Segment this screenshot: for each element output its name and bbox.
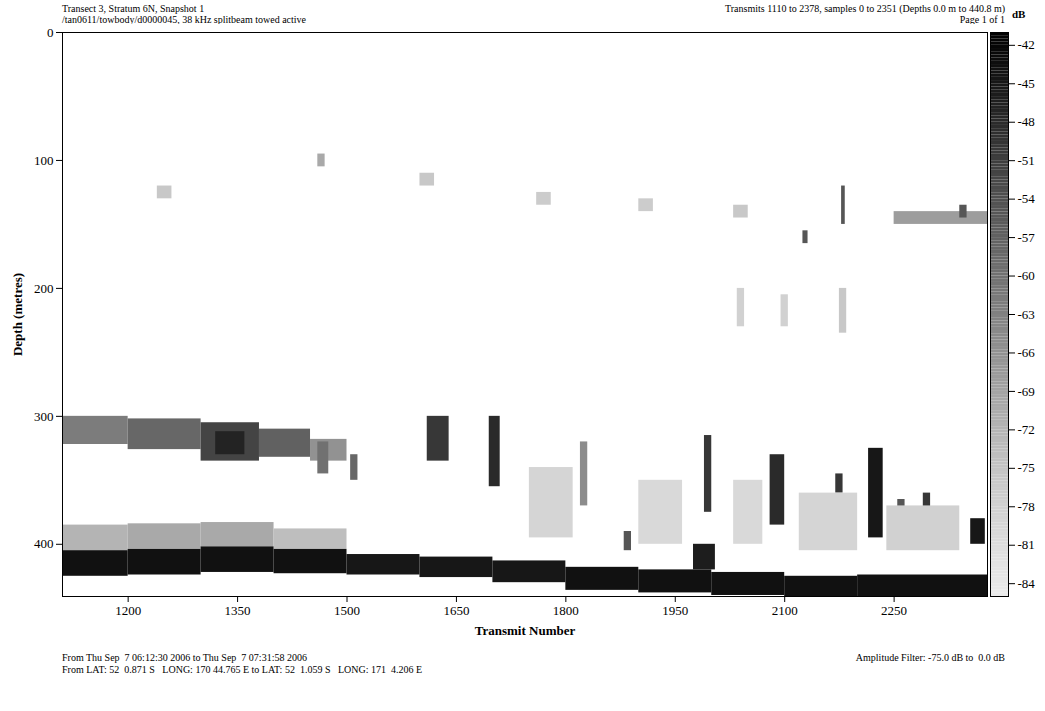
svg-text:100: 100 [34,153,54,168]
svg-text:1350: 1350 [225,603,251,618]
svg-text:-42: -42 [1018,37,1035,52]
svg-text:Depth (metres): Depth (metres) [10,273,25,356]
svg-text:-81: -81 [1018,537,1035,552]
svg-text:-84: -84 [1018,576,1036,591]
html-text:dB: dB [1012,8,1026,20]
svg-text:400: 400 [34,536,54,551]
svg-text:-72: -72 [1018,422,1035,437]
svg-text:-45: -45 [1018,76,1035,91]
html-text:/tan0611/towbody/d0000045, 38: /tan0611/towbody/d0000045, 38 kHz splitb… [62,14,306,25]
svg-text:-63: -63 [1018,307,1035,322]
svg-text:-51: -51 [1018,153,1035,168]
svg-text:-75: -75 [1018,460,1035,475]
html-text:Transect 3, Stratum 6N, Snapsh: Transect 3, Stratum 6N, Snapshot 1 [62,3,205,14]
html-text:From Thu Sep 7 06:12:30 2006 t: From Thu Sep 7 06:12:30 2006 to Thu Sep … [62,652,307,663]
svg-text:300: 300 [34,409,54,424]
html-text:Transmits 1110 to 2378, sample: Transmits 1110 to 2378, samples 0 to 235… [725,3,1005,14]
html-text:Amplitude Filter: -75.0 dB to: Amplitude Filter: -75.0 dB to 0.0 dB [855,652,1005,663]
svg-text:-54: -54 [1018,191,1036,206]
svg-text:-69: -69 [1018,384,1035,399]
svg-text:1650: 1650 [443,603,469,618]
svg-text:-48: -48 [1018,114,1035,129]
svg-text:1200: 1200 [115,603,141,618]
svg-text:1500: 1500 [334,603,360,618]
svg-text:-78: -78 [1018,499,1035,514]
svg-text:1800: 1800 [553,603,579,618]
svg-text:Transmit Number: Transmit Number [475,623,576,638]
html-text:Page 1 of 1: Page 1 of 1 [959,14,1005,25]
html-text:From LAT: 52 0.871 S LONG: 170: From LAT: 52 0.871 S LONG: 170 44.765 E … [62,664,423,675]
svg-text:2250: 2250 [881,603,907,618]
svg-text:2100: 2100 [772,603,798,618]
svg-text:-57: -57 [1018,230,1036,245]
svg-text:-60: -60 [1018,268,1035,283]
svg-text:1950: 1950 [662,603,688,618]
svg-text:-66: -66 [1018,345,1036,360]
svg-text:0: 0 [47,25,54,40]
svg-text:200: 200 [34,281,54,296]
